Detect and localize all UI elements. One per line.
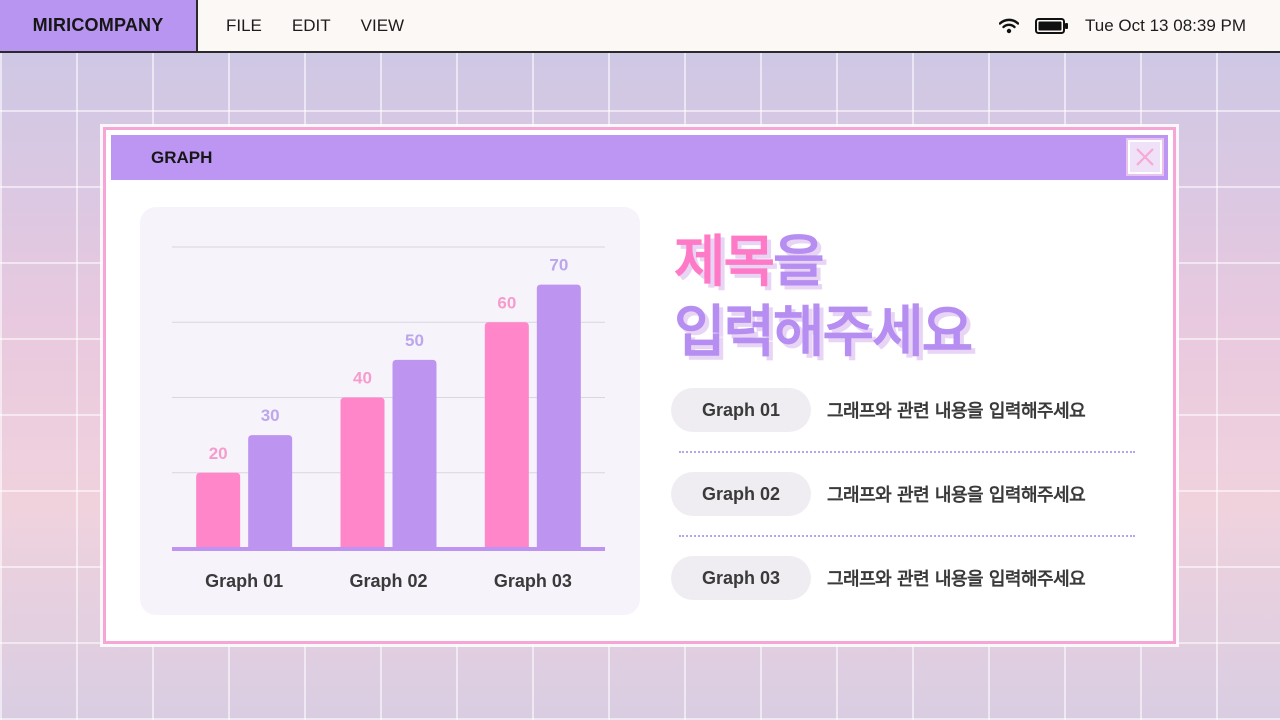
window-title: GRAPH [151, 147, 213, 167]
x-tick-label: Graph 01 [205, 571, 283, 591]
x-tick-label: Graph 03 [494, 571, 572, 591]
data-label: 60 [497, 293, 516, 312]
chart-bar [536, 284, 581, 548]
list-item: Graph 03 그래프와 관련 내용을 입력해주세요 [671, 556, 1141, 600]
menu-edit[interactable]: EDIT [291, 15, 331, 35]
legend-description: 그래프와 관련 내용을 입력해주세요 [827, 485, 1086, 506]
chart-bar [392, 359, 437, 548]
data-label: 20 [209, 444, 228, 463]
close-icon [1136, 148, 1154, 166]
legend-list: Graph 01 그래프와 관련 내용을 입력해주세요 Graph 02 그래프… [671, 388, 1141, 600]
chart-bar [196, 472, 241, 548]
window-titlebar[interactable]: GRAPH [111, 135, 1168, 180]
data-label: 50 [405, 331, 424, 350]
chart-bar [248, 435, 293, 548]
divider [671, 432, 1141, 472]
clock: Tue Oct 13 08:39 PM [1085, 15, 1246, 35]
chart-panel: 20 30 Graph 01 40 50 Graph 02 60 70 Graph 03 [140, 207, 640, 615]
headline-line2: 입력해주세요 [674, 300, 973, 365]
status-area: Tue Oct 13 08:39 PM [999, 16, 1246, 36]
legend-description: 그래프와 관련 내용을 입력해주세요 [827, 401, 1086, 422]
legend-pill: Graph 02 [671, 472, 811, 516]
data-label: 30 [261, 406, 280, 425]
close-button[interactable] [1128, 140, 1162, 174]
headline-pink-text: 제목 [674, 230, 775, 295]
menu-bar: MIRICOMPANY FILE EDIT VIEW Tue Oct 13 08… [0, 0, 1280, 53]
x-tick-label: Graph 02 [349, 571, 427, 591]
divider [671, 516, 1141, 556]
headline: 제목을 입력해주세요 [674, 228, 1134, 368]
legend-pill: Graph 03 [671, 556, 811, 600]
menu-view[interactable]: VIEW [360, 15, 405, 35]
legend-pill: Graph 01 [671, 388, 811, 432]
data-label: 70 [549, 256, 568, 275]
brand-logo[interactable]: MIRICOMPANY [0, 0, 198, 51]
chart-bar [340, 397, 385, 548]
wifi-icon[interactable] [999, 18, 1020, 34]
data-label: 40 [353, 369, 372, 388]
headline-purple-text: 을 [773, 230, 825, 295]
legend-description: 그래프와 관련 내용을 입력해주세요 [827, 569, 1086, 590]
list-item: Graph 02 그래프와 관련 내용을 입력해주세요 [671, 472, 1141, 516]
list-item: Graph 01 그래프와 관련 내용을 입력해주세요 [671, 388, 1141, 432]
bar-chart: 20 30 Graph 01 40 50 Graph 02 60 70 Graph 03 [172, 246, 605, 591]
graph-window: GRAPH 20 30 Graph 01 40 50 Graph 02 60 70 Graph … [103, 127, 1176, 644]
main-menu: FILE EDIT VIEW [226, 16, 404, 36]
chart-bar [484, 322, 529, 548]
battery-icon[interactable] [1035, 17, 1069, 34]
menu-file[interactable]: FILE [226, 15, 262, 35]
